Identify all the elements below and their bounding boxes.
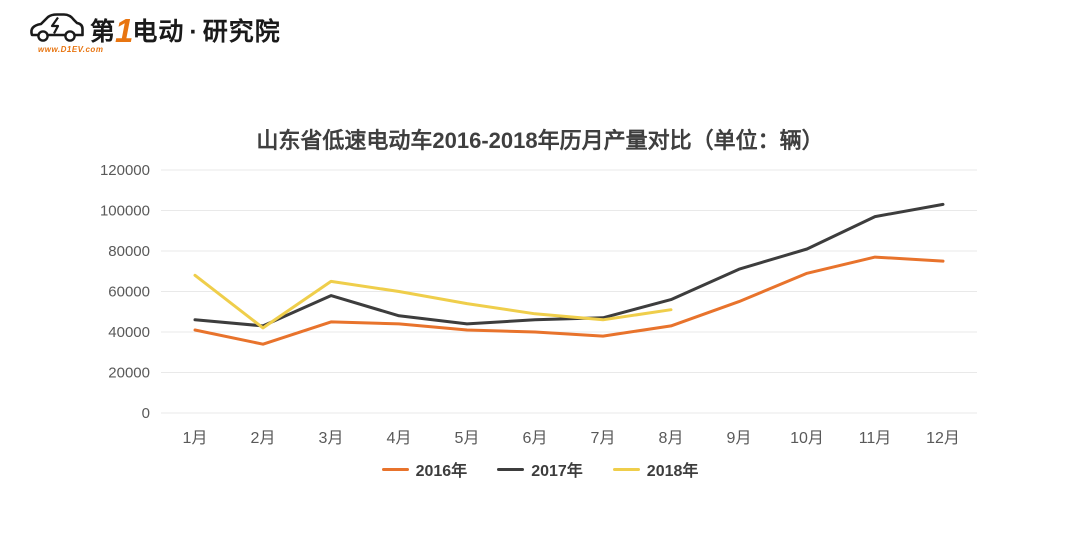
line-chart: 0 20000 40000 60000 80000 100000 120000 1月 2月 3月 4… — [100, 162, 977, 447]
x-tick-11月: 11月 — [859, 430, 892, 447]
legend-item-2017年: 2017年 — [497, 457, 583, 481]
y-tick-40000: 40000 — [108, 324, 150, 341]
x-tick-10月: 10月 — [790, 430, 824, 447]
legend-swatch-2017年 — [497, 467, 525, 471]
x-tick-4月: 4月 — [387, 430, 412, 447]
logo-number: 1 — [115, 11, 134, 49]
x-tick-12月: 12月 — [926, 430, 960, 447]
logo-separator: · — [189, 17, 198, 46]
logo-text-third: 研究院 — [202, 17, 281, 46]
x-tick-2月: 2月 — [251, 430, 276, 447]
y-tick-80000: 80000 — [108, 243, 150, 260]
logo-text-first: 第 — [90, 17, 117, 46]
chart-title: 山东省低速电动车2016-2018年历月产量对比（单位：辆） — [256, 128, 824, 153]
x-tick-3月: 3月 — [319, 430, 344, 447]
x-tick-8月: 8月 — [659, 430, 684, 447]
y-tick-0: 0 — [142, 405, 150, 422]
x-tick-7月: 7月 — [591, 430, 616, 447]
x-tick-6月: 6月 — [523, 430, 548, 447]
y-tick-100000: 100000 — [100, 203, 150, 220]
legend-label-2018年: 2018年 — [646, 463, 699, 480]
legend-swatch-2018年 — [612, 467, 640, 471]
series-line-2018年 — [193, 273, 673, 330]
y-tick-120000: 120000 — [100, 162, 150, 179]
y-tick-20000: 20000 — [108, 365, 150, 382]
y-tick-60000: 60000 — [108, 284, 150, 301]
logo-text-second: 电动 — [132, 17, 185, 46]
logo-url: www.D1EV.com — [38, 44, 104, 54]
brand-logo: 第 1 电动 · 研究院 www.D1EV.com — [28, 6, 281, 54]
series-line-2017年 — [193, 202, 945, 328]
legend-swatch-2016年 — [381, 467, 409, 471]
legend-item-2018年: 2018年 — [612, 457, 699, 481]
series-line-2016年 — [193, 255, 945, 346]
x-tick-9月: 9月 — [727, 430, 752, 447]
chart-legend: 2016年 2017年 2018年 — [0, 457, 1080, 481]
legend-item-2016年: 2016年 — [381, 457, 468, 481]
legend-label-2016年: 2016年 — [415, 463, 468, 480]
legend-label-2017年: 2017年 — [531, 463, 583, 480]
x-tick-5月: 5月 — [455, 430, 480, 447]
car-icon — [30, 13, 84, 42]
x-tick-1月: 1月 — [183, 430, 208, 447]
brand-logo-text: 第 1 电动 · 研究院 www.D1EV.com — [38, 11, 281, 54]
